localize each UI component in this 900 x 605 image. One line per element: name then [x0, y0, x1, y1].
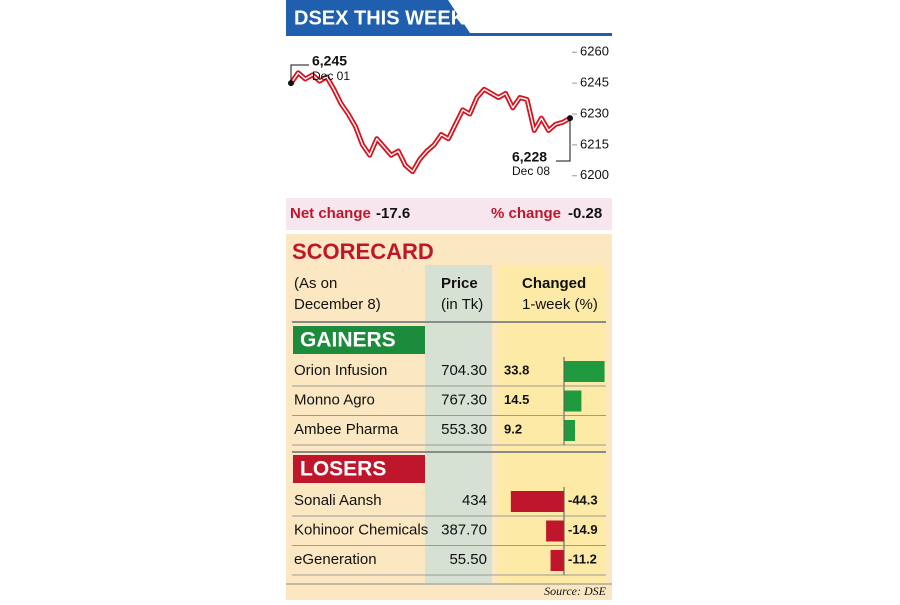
summary-label: Net change [290, 205, 371, 222]
group-label: GAINERS [300, 329, 396, 352]
bar [564, 420, 576, 441]
header-tab [286, 0, 472, 36]
source: Source: DSE [544, 584, 607, 598]
row-label: Sonali Aansh [294, 492, 382, 509]
annotation-label: 6,228 [512, 149, 547, 165]
value-label: 14.5 [504, 392, 529, 407]
column-header: (in Tk) [441, 296, 483, 313]
scorecard-title: SCORECARD [292, 239, 434, 264]
x-tick-label: Dec 01 [312, 69, 350, 83]
price: 387.70 [441, 521, 487, 538]
column-header: Changed [522, 275, 586, 292]
row-label: Orion Infusion [294, 362, 387, 379]
value-label: 9.2 [504, 421, 522, 436]
column-header: December 8) [294, 296, 381, 313]
leader-line [290, 64, 309, 84]
group-label: LOSERS [300, 458, 386, 481]
column-header: (As on [294, 275, 337, 292]
column-header: 1-week (%) [522, 296, 598, 313]
price: 704.30 [441, 362, 487, 379]
y-tick-label: 6230 [580, 105, 609, 120]
price: 767.30 [441, 391, 487, 408]
price: 553.30 [441, 421, 487, 438]
losers-box [293, 455, 425, 483]
annotation-label: 6,245 [312, 53, 347, 69]
bar [550, 550, 564, 571]
row-label: Kohinoor Chemicals [294, 521, 428, 538]
y-tick-label: 6215 [580, 136, 609, 151]
value-label: -14.9 [568, 522, 598, 537]
price: 55.50 [449, 551, 487, 568]
row-label: Monno Agro [294, 391, 375, 408]
row-label: eGeneration [294, 551, 377, 568]
y-tick-label: 6245 [580, 75, 609, 90]
x-tick-label: Dec 08 [512, 164, 550, 178]
bar [546, 520, 564, 542]
chart-title: DSEX THIS WEEK [294, 7, 466, 29]
row-label: Ambee Pharma [294, 421, 399, 438]
bar [564, 390, 582, 412]
summary-band [286, 198, 612, 230]
value-label: -44.3 [568, 492, 598, 507]
leader-line [556, 118, 571, 162]
value-label: 33.8 [504, 362, 529, 377]
bar [564, 361, 605, 382]
y-tick-label: 6200 [580, 167, 609, 182]
price: 434 [462, 492, 487, 509]
summary-label: % change [491, 205, 561, 222]
summary-value: -17.6 [376, 205, 410, 222]
gainers-box [293, 326, 425, 354]
y-tick-label: 6260 [580, 44, 609, 59]
value-label: -11.2 [568, 551, 597, 566]
column-header: Price [441, 275, 478, 292]
line-highlight [290, 72, 571, 173]
summary-value: -0.28 [568, 205, 602, 222]
price-column [425, 265, 492, 583]
bar [510, 491, 564, 512]
